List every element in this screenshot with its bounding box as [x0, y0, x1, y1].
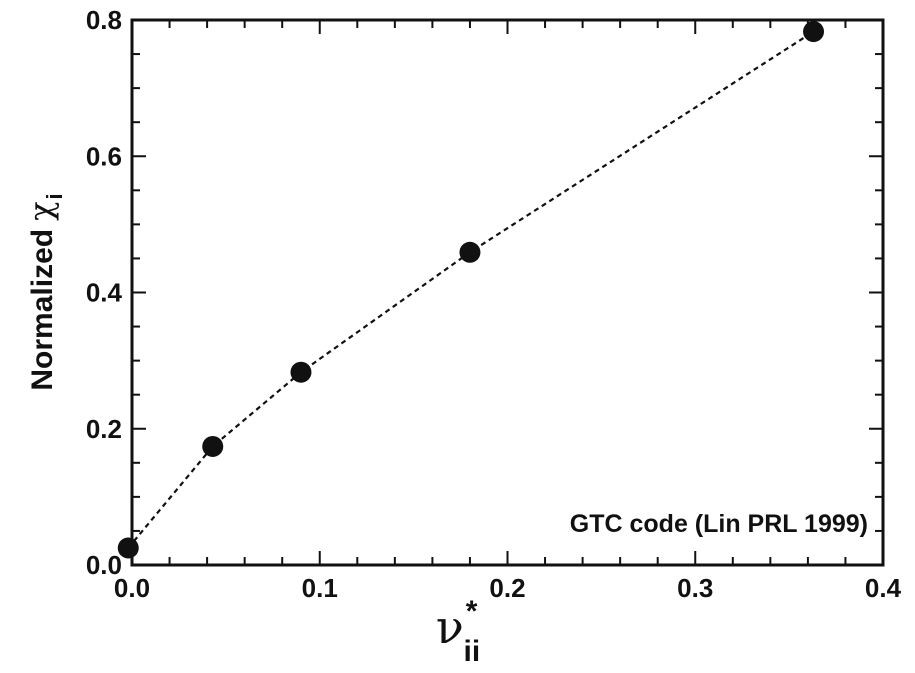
y-tick-label: 0.4	[86, 278, 123, 308]
y-tick-label: 0.0	[86, 550, 122, 580]
x-tick-label: 0.4	[865, 573, 902, 603]
data-point	[459, 241, 481, 263]
axis-ticks	[131, 19, 884, 566]
y-tick-label: 0.6	[86, 141, 122, 171]
y-axis-label: Normalized χi	[22, 193, 67, 390]
x-tick-label: 0.1	[302, 573, 338, 603]
x-tick-label: 0.3	[677, 573, 713, 603]
svg-text:Normalizedχi: Normalized χi	[22, 193, 67, 390]
y-tick-label: 0.2	[86, 414, 122, 444]
x-axis-label-symbol: ν	[436, 600, 464, 654]
plot-frame	[130, 18, 885, 567]
y-axis-label-symbol: χ	[22, 202, 60, 221]
y-tick-label: 0.8	[86, 5, 122, 35]
data-point	[803, 21, 825, 43]
data-point	[202, 435, 224, 457]
svg-text:ν*ii: ν* ii	[436, 595, 480, 668]
annotation-label: GTC code (Lin PRL 1999)	[570, 510, 868, 538]
x-axis-label-superscript: *	[466, 595, 478, 628]
x-axis-label-subscript: ii	[463, 635, 480, 668]
x-tick-label: 0.0	[114, 573, 150, 603]
x-tick-label: 0.2	[489, 573, 525, 603]
y-tick-labels: 0.0 0.2 0.4 0.6 0.8	[86, 5, 123, 580]
y-axis-label-subscript: i	[42, 193, 67, 199]
y-axis-label-text: Normalized	[26, 229, 59, 391]
x-axis-label: ν* ii	[436, 595, 480, 668]
data-points	[117, 21, 825, 559]
series-line	[127, 30, 815, 549]
x-tick-labels: 0.0 0.1 0.2 0.3 0.4	[114, 573, 902, 603]
data-point	[290, 361, 312, 383]
